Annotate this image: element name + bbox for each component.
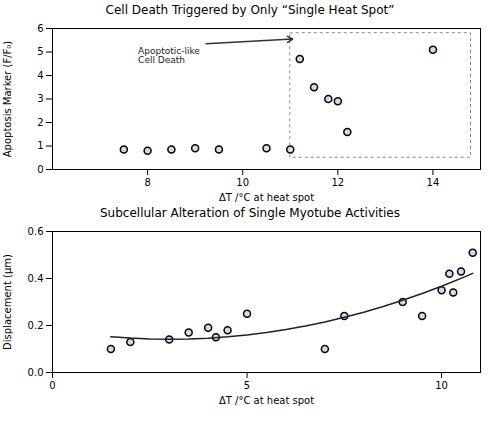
svg-text:4: 4 (37, 70, 43, 81)
html-text:Cell Death Triggered by Only “: Cell Death Triggered by Only “Single Hea… (105, 3, 395, 17)
svg-text:5: 5 (37, 46, 43, 57)
svg-text:8: 8 (144, 177, 150, 188)
svg-text:10: 10 (435, 380, 448, 391)
svg-text:0: 0 (49, 380, 55, 391)
svg-text:5: 5 (244, 380, 250, 391)
svg-text:2: 2 (37, 117, 43, 128)
svg-text:0.6: 0.6 (28, 226, 44, 237)
svg-text:10: 10 (236, 177, 249, 188)
svg-text:Apoptosis Marker (F/F₀): Apoptosis Marker (F/F₀) (2, 41, 13, 158)
svg-text:0.0: 0.0 (28, 367, 44, 378)
svg-text:ΔT /°C at heat spot: ΔT /°C at heat spot (219, 395, 314, 406)
svg-text:3: 3 (37, 93, 43, 104)
svg-text:6: 6 (37, 23, 43, 34)
svg-text:0: 0 (37, 164, 43, 175)
svg-text:Displacement (μm): Displacement (μm) (2, 254, 13, 350)
svg-text:0.2: 0.2 (28, 320, 44, 331)
svg-text:0.4: 0.4 (28, 273, 44, 284)
html-text:Subcellular Alteration of Sing: Subcellular Alteration of Single Myotube… (100, 206, 400, 220)
svg-text:ΔT /°C at heat spot: ΔT /°C at heat spot (219, 192, 314, 203)
svg-text:12: 12 (331, 177, 344, 188)
svg-text:14: 14 (427, 177, 440, 188)
svg-text:1: 1 (37, 140, 43, 151)
svg-text:Apoptotic-likeCell Death: Apoptotic-likeCell Death (138, 46, 200, 65)
